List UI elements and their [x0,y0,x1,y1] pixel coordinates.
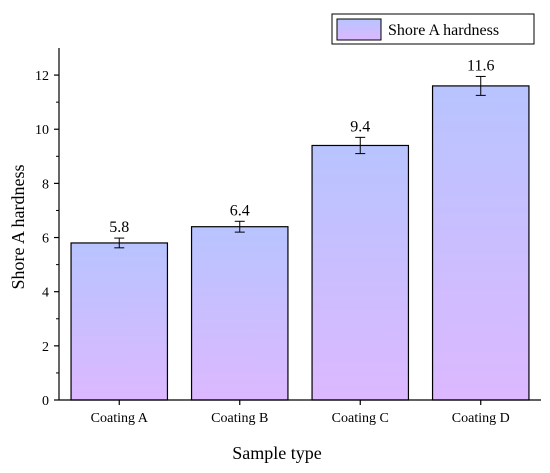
x-tick-label: Coating D [452,411,510,426]
bar [70,242,169,401]
bar [190,226,289,401]
y-tick-label: 10 [35,123,49,138]
bars-group [70,85,530,401]
y-tick-label: 2 [42,340,49,355]
y-axis-title: Shore A hardness [8,165,28,290]
data-labels-group: 5.8 6.4 9.4 11.6 [109,57,494,236]
legend-swatch [336,18,382,41]
x-tick-label: Coating C [332,411,389,426]
y-tick-label: 0 [42,394,49,409]
legend: Shore A hardness [331,13,535,45]
x-tick-label: Coating A [91,411,149,426]
y-tick-label: 12 [35,69,49,84]
data-label: 11.6 [467,57,494,74]
y-tick-label: 4 [42,286,49,301]
x-axis-title: Sample type [232,443,321,463]
data-label: 6.4 [230,202,250,219]
y-tick-label: 6 [42,232,49,247]
y-ticks-group: 0 2 4 6 8 10 12 [35,69,59,409]
y-tick-label: 8 [42,177,49,192]
x-tick-label: Coating B [211,411,268,426]
legend-label: Shore A hardness [388,22,499,39]
error-bars-group [114,75,486,249]
data-label: 9.4 [350,118,370,135]
x-ticks-group: Coating A Coating B Coating C Coating D [91,400,510,426]
bar [431,85,530,401]
data-label: 5.8 [109,219,129,236]
bar [311,144,410,401]
